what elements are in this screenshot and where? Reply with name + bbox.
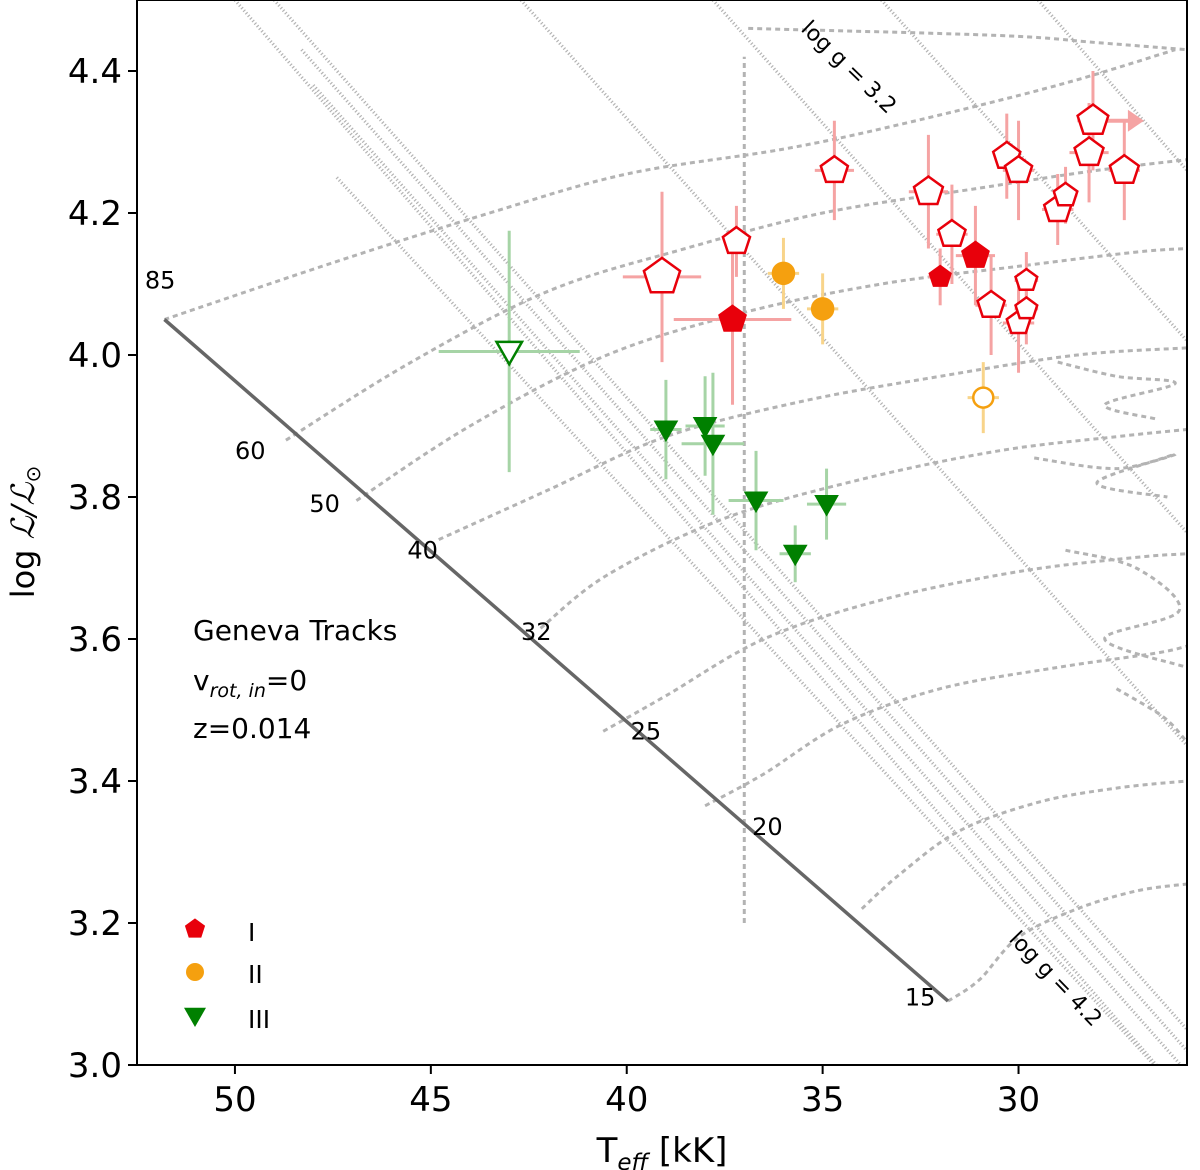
limit-arrow-head <box>1127 109 1144 132</box>
logg-line-0 <box>233 0 1159 1065</box>
point-III-3 <box>700 434 726 457</box>
annotation-v: v <box>193 664 210 697</box>
y-tick-label-3.8: 3.8 <box>68 478 122 518</box>
track-5 <box>602 552 1187 733</box>
track-7 <box>860 779 1187 910</box>
x-tick-label-45: 45 <box>409 1080 452 1120</box>
point-I-16 <box>1073 135 1105 167</box>
axis-ticks: 50 45 40 35 30 3.0 3.2 3.4 3.6 3.8 4.0 4.2 4.4 <box>68 52 1040 1120</box>
y-tick-label-3.2: 3.2 <box>68 904 122 944</box>
y-tick-label-3: 3.0 <box>68 1046 122 1086</box>
point-III-4 <box>743 491 769 514</box>
point-I-8 <box>976 289 1007 319</box>
mass-label-20: 20 <box>752 813 783 841</box>
logg-line-8 <box>1036 0 1187 172</box>
track-hook-2 <box>1034 452 1177 499</box>
legend-marker-circle <box>186 963 204 981</box>
point-I-2 <box>718 304 747 332</box>
logg-line-5 <box>519 0 1187 747</box>
annotation-v-value: =0 <box>266 664 307 697</box>
point-III-5 <box>814 495 839 517</box>
x-tick-label-50: 50 <box>213 1080 256 1120</box>
y-tick-label-3.6: 3.6 <box>68 620 122 660</box>
mass-label-15: 15 <box>905 984 936 1012</box>
track-hook-1 <box>1057 360 1177 421</box>
point-I-5 <box>936 218 967 248</box>
plot-frame <box>136 0 1188 1066</box>
legend-label-II: II <box>248 960 263 989</box>
mass-label-50: 50 <box>309 490 340 518</box>
point-II-2 <box>972 386 995 409</box>
point-I-13 <box>1014 295 1039 320</box>
x-axis-label-unit: [kK] <box>648 1131 727 1170</box>
x-tick-label-40: 40 <box>605 1080 648 1120</box>
y-tick-label-4: 4.0 <box>68 336 122 376</box>
y-axis-label: log ℒ/ℒ⊙ <box>4 466 45 599</box>
point-III-1 <box>653 420 679 443</box>
track-2 <box>355 247 1187 502</box>
y-tick-label-3.4: 3.4 <box>68 762 122 802</box>
y-tick-label-4.2: 4.2 <box>68 194 122 234</box>
point-I-4 <box>912 174 945 206</box>
point-III-0 <box>494 340 525 367</box>
point-III-2 <box>692 416 718 439</box>
legend: I II III <box>184 918 270 1034</box>
mass-label-60: 60 <box>235 437 266 465</box>
track-0 <box>163 48 1176 321</box>
mass-label-40: 40 <box>407 536 438 564</box>
point-III-6 <box>782 544 808 567</box>
x-axis-label-main: T <box>596 1131 618 1170</box>
legend-marker-triangle <box>184 1007 206 1027</box>
point-II-0 <box>771 261 796 286</box>
y-tick-label-4.4: 4.4 <box>68 52 122 92</box>
annotation-line1: Geneva Tracks <box>193 614 397 647</box>
point-I-1 <box>721 225 752 255</box>
track-8 <box>947 882 1187 1003</box>
point-I-7 <box>961 240 990 268</box>
y-axis-label-main: log <box>4 539 42 598</box>
track-4 <box>539 428 1187 630</box>
x-tick-label-35: 35 <box>801 1080 844 1120</box>
x-axis-label-sub: eff <box>617 1150 650 1170</box>
track-6 <box>704 644 1187 808</box>
point-I-6 <box>928 264 952 287</box>
point-I-17 <box>1076 102 1110 136</box>
data-points <box>494 102 1141 567</box>
logg-line-3 <box>312 84 1183 1065</box>
logg-lines <box>233 0 1187 1065</box>
point-I-10 <box>1003 154 1034 184</box>
track-3 <box>438 346 1187 541</box>
y-axis-label-symbol: ℒ/ℒ <box>4 482 42 540</box>
annotation-line2: vrot, in=0 <box>193 664 307 702</box>
x-axis-label: Teff [kK] <box>596 1131 728 1170</box>
annotation-v-sub: rot, in <box>210 680 266 702</box>
track-hook-0 <box>748 26 1187 52</box>
track-hook-4 <box>1115 687 1187 743</box>
mass-label-85: 85 <box>145 266 176 294</box>
point-II-1 <box>810 297 835 321</box>
mass-label-25: 25 <box>631 717 662 745</box>
legend-label-I: I <box>248 918 255 947</box>
point-I-15 <box>1052 181 1079 207</box>
zams-line-segment <box>163 318 950 1003</box>
point-I-18 <box>1108 153 1141 184</box>
geneva-tracks <box>163 26 1187 1003</box>
point-I-0 <box>642 256 682 294</box>
annotation-line3: z=0.014 <box>193 712 311 745</box>
zams-line <box>163 318 950 1003</box>
logg-label-lower: log g = 4.2 <box>1004 927 1107 1032</box>
logg-line-1 <box>272 0 1187 1031</box>
track-hook-3 <box>1065 548 1187 669</box>
mass-label-32: 32 <box>521 618 552 646</box>
x-tick-label-30: 30 <box>997 1080 1040 1120</box>
legend-marker-pentagon <box>184 918 206 938</box>
mass-labels: 85 60 50 40 32 25 20 15 <box>145 266 936 1011</box>
legend-label-III: III <box>248 1005 270 1034</box>
point-I-3 <box>819 154 850 184</box>
point-I-12 <box>1014 267 1039 291</box>
y-axis-label-sun: ⊙ <box>21 466 45 483</box>
